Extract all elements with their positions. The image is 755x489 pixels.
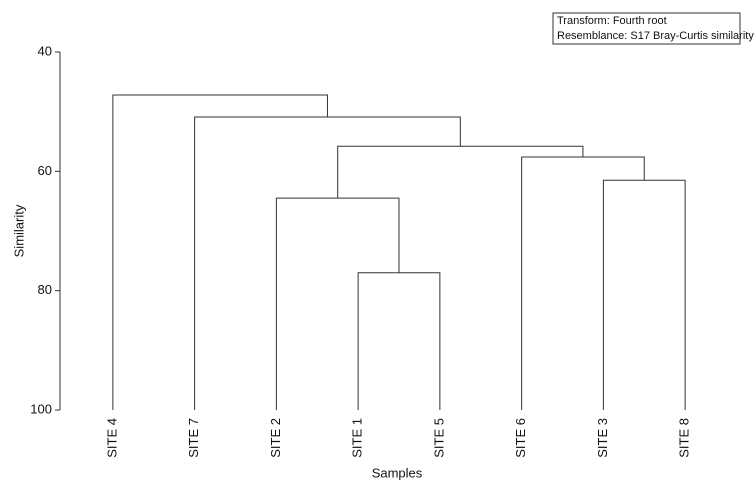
annotation-frame [552,12,741,45]
leaf-label: SITE 4 [104,418,119,458]
y-tick-label: 80 [38,282,52,297]
leaf-label: SITE 5 [431,418,446,458]
merge-link [602,179,686,410]
leaf-label: SITE 7 [186,418,201,458]
merge-link [194,116,461,410]
leaf-label: SITE 3 [595,418,610,458]
y-axis-label: Similarity [11,204,26,257]
annotation: Transform: Fourth root [557,15,667,27]
merge-link [357,272,441,410]
annotation: Resemblance: S17 Bray-Curtis similarity [557,30,754,42]
leaf-label: SITE 1 [350,418,365,458]
merge-link [337,145,584,199]
annotation-box: Transform: Fourth root Resemblance: S17 … [552,12,754,45]
y-tick-label: 40 [38,43,52,58]
leaf-label: SITE 2 [268,418,283,458]
merge-link [112,94,328,410]
leaf-label: SITE 8 [677,418,692,458]
merge-link [275,197,400,410]
merge-link [521,156,645,410]
y-tick-label: 60 [38,163,52,178]
y-tick-label: 100 [30,401,52,416]
x-axis-label: Samples [372,465,423,480]
leaf-label: SITE 6 [513,418,528,458]
